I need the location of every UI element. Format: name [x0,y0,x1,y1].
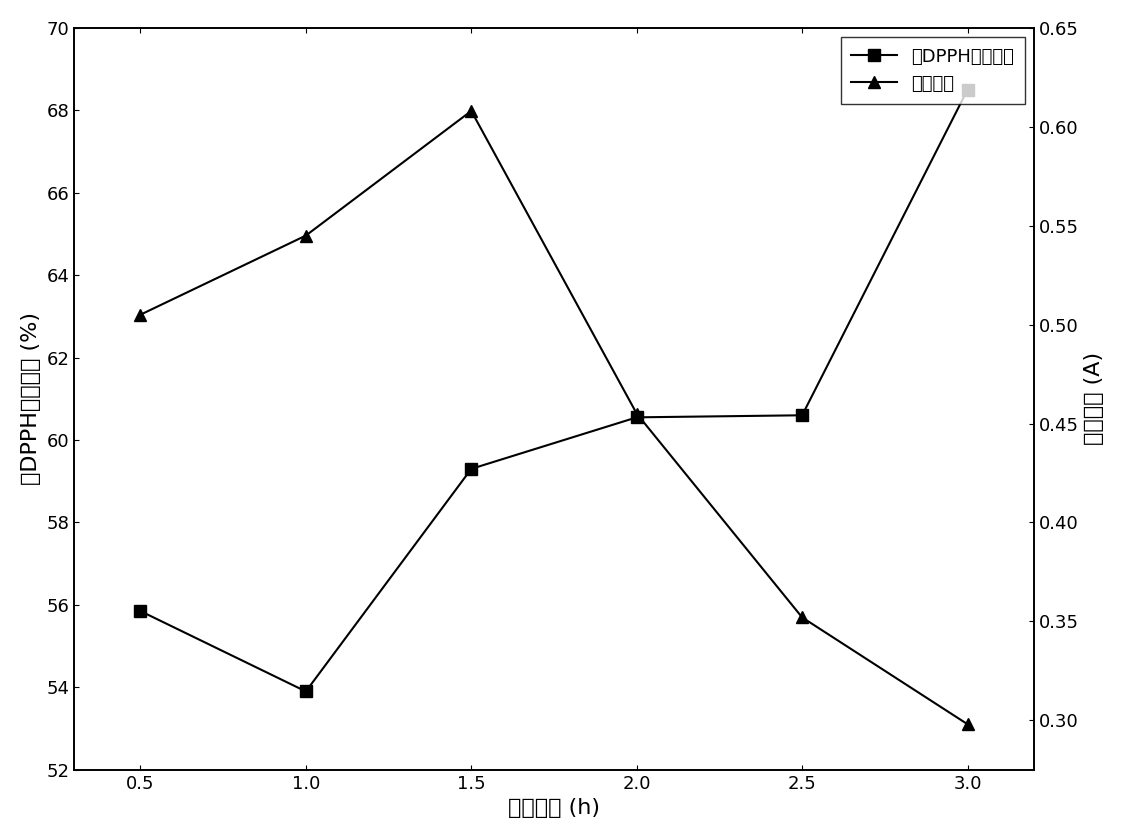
Y-axis label: 对DPPH的清除率 (%): 对DPPH的清除率 (%) [21,312,40,485]
Legend: 对DPPH的清除率, 多糖浓度: 对DPPH的清除率, 多糖浓度 [840,37,1025,104]
Line: 对DPPH的清除率: 对DPPH的清除率 [134,83,974,698]
多糖浓度 [134,310,147,320]
对DPPH的清除率 [465,464,478,474]
Y-axis label: 多糖浓度 (A): 多糖浓度 (A) [1084,352,1104,446]
对DPPH的清除率 [961,85,974,95]
多糖浓度 [961,719,974,729]
多糖浓度 [465,106,478,116]
对DPPH的清除率 [299,686,313,696]
对DPPH的清除率 [134,606,147,616]
对DPPH的清除率 [795,410,809,420]
X-axis label: 酶解时间 (h): 酶解时间 (h) [508,798,600,818]
Line: 多糖浓度: 多糖浓度 [134,105,974,731]
对DPPH的清除率 [630,412,644,422]
多糖浓度 [795,612,809,623]
多糖浓度 [630,409,644,419]
多糖浓度 [299,231,313,241]
